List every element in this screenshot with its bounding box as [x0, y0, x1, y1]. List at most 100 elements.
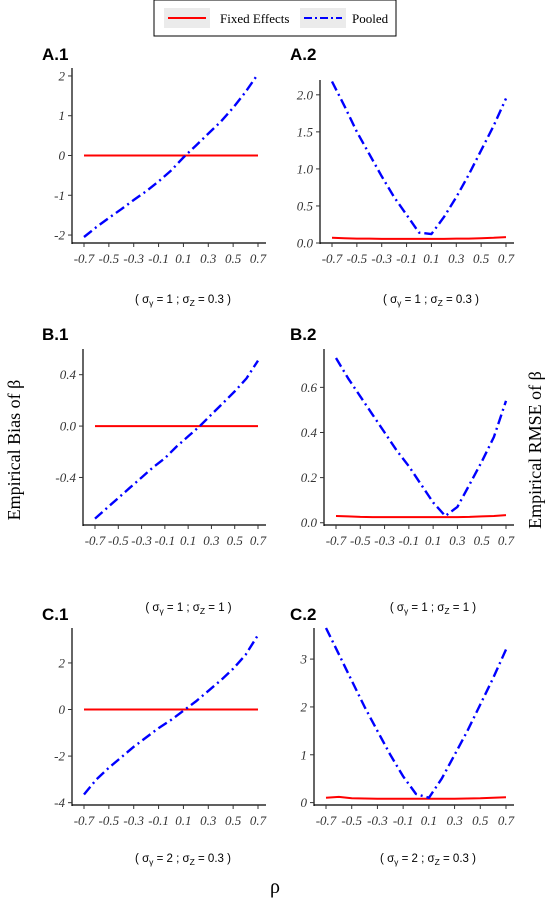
series-pooled-a-2: [330, 80, 508, 236]
x-tick-label-a-1: 0.3: [200, 251, 217, 266]
y-tick-label-c-1: 0: [59, 702, 66, 717]
x-tick-label-a-2: 0.3: [448, 251, 465, 266]
x-tick-label-a-2: 0.5: [473, 251, 490, 266]
x-tick-label-a-1: -0.5: [99, 251, 120, 266]
x-tick-label-b-2: -0.1: [399, 533, 420, 548]
y-tick-label-a-2: 1.5: [297, 124, 314, 139]
series-fixed-effects-a-2: [331, 236, 507, 240]
y-tick-label-a-1: 0: [59, 148, 66, 163]
x-tick-label-b-1: 0.3: [203, 533, 220, 548]
x-tick-label-b-1: 0.7: [250, 533, 267, 548]
x-tick-label-a-2: 0.1: [423, 251, 439, 266]
x-tick-label-a-1: 0.7: [250, 251, 267, 266]
y-tick-label-b-2: 0.4: [301, 425, 318, 440]
y-axis-label-rmse: Empirical RMSE of β: [525, 371, 545, 529]
x-tick-label-a-1: 0.5: [225, 251, 242, 266]
panel-caption-b-1: ( σγ = 1 ; σZ = 1 ): [145, 602, 231, 616]
y-tick-label-a-2: 2.0: [297, 87, 314, 102]
x-tick-label-b-2: -0.7: [326, 533, 347, 548]
panel-caption-a-1: ( σγ = 1 ; σZ = 0.3 ): [135, 294, 231, 308]
x-tick-label-c-2: 0.3: [446, 813, 463, 828]
x-tick-label-b-2: 0.5: [474, 533, 491, 548]
x-tick-label-c-2: 0.7: [498, 813, 515, 828]
series-fixed-effects-c-2: [325, 795, 507, 800]
x-tick-label-b-1: 0.1: [180, 533, 196, 548]
x-tick-label-a-1: -0.1: [148, 251, 169, 266]
legend: Fixed Effects Pooled: [153, 0, 397, 37]
x-tick-label-c-1: -0.5: [99, 813, 120, 828]
panel-title-c-1: C.1: [42, 605, 68, 624]
y-tick-label-b-2: 0.2: [301, 470, 318, 485]
x-tick-label-a-1: -0.3: [123, 251, 144, 266]
y-tick-label-a-2: 0.5: [297, 198, 314, 213]
y-tick-label-b-1: 0.4: [60, 367, 77, 382]
panel-b-1: B.1 -0.4 0.0 0.4 -0.7 -0.5 -0.3 -0.1 0.1 0.3 0.5 0.…: [42, 325, 267, 616]
x-tick-label-a-1: 0.1: [175, 251, 191, 266]
panel-caption-a-2: ( σγ = 1 ; σZ = 0.3 ): [383, 294, 479, 308]
y-tick-label-c-2: 1: [301, 747, 308, 762]
y-tick-label-a-1: -1: [54, 188, 65, 203]
series-pooled-a-1: [83, 73, 259, 238]
x-tick-label-b-1: -0.1: [155, 533, 176, 548]
legend-label-fixed-effects: Fixed Effects: [220, 11, 289, 26]
x-tick-label-a-1: -0.7: [74, 251, 95, 266]
panel-title-c-2: C.2: [290, 605, 316, 624]
panel-c-1: C.1 -4 -2 0 2 -0.7 -0.5 -0.3 -0.1 0.1 0.3 0.5 0.7 ( σ…: [42, 605, 267, 867]
x-tick-label-c-1: 0.1: [175, 813, 191, 828]
panel-title-a-1: A.1: [42, 45, 68, 64]
panel-c-2: C.2 0 1 2 3 -0.7 -0.5 -0.3 -0.1 0.1 0.3 0.5 0.7 ( σγ …: [290, 605, 515, 867]
x-tick-label-c-2: -0.1: [393, 813, 414, 828]
x-tick-label-c-2: -0.3: [367, 813, 388, 828]
panel-title-a-2: A.2: [290, 45, 316, 64]
x-tick-label-b-1: -0.5: [108, 533, 129, 548]
x-tick-label-c-2: 0.1: [421, 813, 437, 828]
panel-caption-b-2: ( σγ = 1 ; σZ = 1 ): [390, 602, 476, 616]
y-tick-label-b-1: -0.4: [55, 470, 76, 485]
y-tick-label-a-1: -2: [54, 228, 65, 243]
panel-a-1: A.1 -2 -1 0 1 2 -0.7 -0.5 -0.3 -0.1 0.1 0.3 0.5 0.7 ( …: [42, 45, 267, 308]
x-tick-label-c-1: -0.3: [123, 813, 144, 828]
series-pooled-b-2: [334, 357, 508, 518]
x-tick-label-c-1: -0.1: [148, 813, 169, 828]
panel-caption-c-2: ( σγ = 2 ; σZ = 0.3 ): [380, 853, 476, 867]
y-tick-label-c-1: 2: [59, 655, 66, 670]
x-tick-label-a-2: -0.7: [322, 251, 343, 266]
y-tick-label-a-2: 0.0: [297, 236, 314, 251]
panel-a-2: A.2 0.0 0.5 1.0 1.5 2.0 -0.7 -0.5 -0.3 -0.1 0.1 0.3…: [290, 45, 515, 308]
x-tick-label-b-2: -0.3: [374, 533, 395, 548]
y-tick-label-c-1: -4: [54, 795, 65, 810]
series-pooled-c-2: [324, 627, 508, 799]
x-tick-label-a-2: -0.3: [371, 251, 392, 266]
x-tick-label-b-1: -0.7: [85, 533, 106, 548]
x-tick-label-b-1: 0.5: [227, 533, 244, 548]
x-tick-label-b-2: 0.7: [498, 533, 515, 548]
legend-label-pooled: Pooled: [352, 11, 389, 26]
x-axis-label-rho: ρ: [270, 876, 280, 898]
x-tick-label-b-2: -0.5: [350, 533, 371, 548]
x-tick-label-c-1: -0.7: [74, 813, 95, 828]
x-tick-label-c-1: 0.3: [200, 813, 217, 828]
y-tick-label-a-1: 1: [59, 108, 66, 123]
panel-title-b-1: B.1: [42, 325, 68, 344]
y-tick-label-c-2: 0: [301, 795, 308, 810]
y-tick-label-b-2: 0.6: [301, 380, 318, 395]
panel-b-2: B.2 0.0 0.2 0.4 0.6 -0.7 -0.5 -0.3 -0.1 0.1 0.3 0.5…: [290, 325, 515, 616]
x-tick-label-c-1: 0.5: [225, 813, 242, 828]
x-tick-label-c-1: 0.7: [250, 813, 267, 828]
panel-title-b-2: B.2: [290, 325, 316, 344]
series-pooled-c-1: [83, 634, 260, 796]
y-tick-label-a-1: 2: [59, 68, 66, 83]
x-tick-label-a-2: -0.1: [396, 251, 417, 266]
y-tick-label-c-2: 2: [301, 699, 308, 714]
y-tick-label-a-2: 1.0: [297, 161, 314, 176]
y-axis-label-bias: Empirical Bias of β: [4, 380, 24, 521]
x-tick-label-b-2: 0.3: [449, 533, 466, 548]
x-tick-label-b-2: 0.1: [425, 533, 441, 548]
x-tick-label-b-1: -0.3: [131, 533, 152, 548]
y-tick-label-c-2: 3: [300, 652, 308, 667]
x-tick-label-c-2: 0.5: [472, 813, 489, 828]
x-tick-label-c-2: -0.5: [341, 813, 362, 828]
y-tick-label-b-2: 0.0: [301, 515, 318, 530]
